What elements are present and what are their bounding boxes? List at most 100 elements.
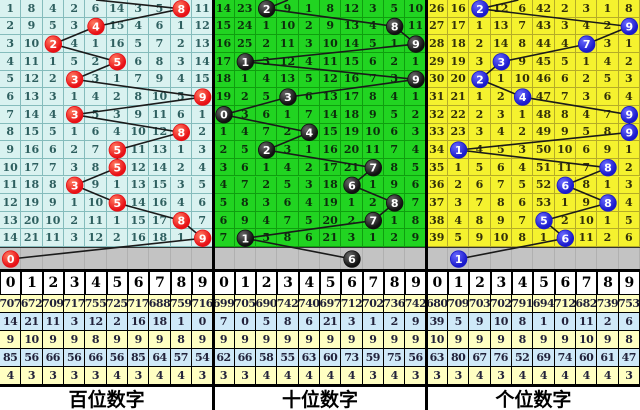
stat-cell: 4: [383, 367, 406, 385]
stat-cell: 759: [170, 295, 192, 313]
grid-cell: 49: [533, 123, 555, 142]
grid-cell: 4: [128, 17, 150, 36]
grid-cell: 9: [554, 123, 576, 142]
grid-cell: 10: [575, 211, 598, 230]
grid-cell: [383, 17, 406, 36]
stat-cell: 688: [149, 295, 171, 313]
grid-cell: 14: [341, 35, 363, 53]
stat-cell: 3: [42, 367, 64, 385]
stat-cell: 74: [554, 349, 576, 367]
grid-cell: 1: [405, 52, 427, 71]
grid-cell: 6: [277, 194, 299, 212]
stat-cell: 702: [490, 295, 512, 313]
grid-cell: 48: [533, 105, 555, 124]
grid-cell: 2: [298, 17, 320, 36]
grid-cell: 4: [597, 52, 619, 71]
grid-cell: 3: [447, 194, 470, 212]
grid-cell: 47: [533, 88, 555, 106]
panel-hundreds: 1 8 4 2 6 14 3 5 11 2 9 5 3 15 4 6 1 12 3 10 4 1 16 5 7 2 13 4 11 1 5 2…: [0, 0, 214, 410]
grid-cell: 2: [170, 158, 192, 177]
stat-cell: 10: [21, 331, 43, 349]
grid-cell: 12: [277, 52, 299, 71]
stat-cell: 742: [277, 295, 299, 313]
stat-cell: 8: [277, 313, 299, 331]
grid-cell: 13: [277, 70, 299, 89]
grid-cell: [106, 194, 128, 212]
grid-cell: 18: [149, 229, 171, 248]
grid-cell: 7: [597, 105, 619, 124]
grid-cell: 11: [554, 158, 576, 177]
grid-cell: 14: [128, 194, 150, 212]
stat-cell: 0: [554, 313, 576, 331]
stat-cell: 9: [533, 331, 555, 349]
stat-cell: 740: [298, 295, 320, 313]
grid-cell: 10: [362, 123, 384, 142]
grid-cell: [597, 194, 619, 212]
grid-cell: 7: [469, 194, 491, 212]
grid-cell: 24: [234, 17, 256, 36]
grid-cell: 9: [597, 141, 619, 159]
grid-cell: 50: [533, 141, 555, 159]
grid-cell: 3: [362, 0, 384, 18]
stat-cell: 9: [405, 331, 427, 349]
grid-cell: 45: [533, 52, 555, 71]
grid-cell: 1: [618, 35, 640, 53]
grid-cell: 32: [426, 105, 448, 124]
grid-cell: 14: [213, 0, 235, 18]
grid-cell: 9: [42, 194, 64, 212]
grid-cell: 17: [149, 211, 171, 230]
stat-cell: 12: [85, 313, 107, 331]
grid-cell: 3: [383, 70, 406, 89]
grid-cell: 8: [469, 211, 491, 230]
header-digit: 9: [405, 271, 427, 295]
stat-cell: 66: [85, 349, 107, 367]
grid-cell: 9: [277, 0, 299, 18]
grid-cell: 8: [618, 0, 640, 18]
grid-cell: 7: [362, 70, 384, 89]
grid-cell: 7: [405, 194, 427, 212]
grid-cell: 3: [618, 70, 640, 89]
grid-cell: 1: [42, 52, 64, 71]
grid-cell: 1: [64, 123, 86, 142]
gray-band-cell: [320, 248, 342, 269]
grid-cell: 9: [405, 229, 427, 248]
grid-cell: 42: [533, 0, 555, 18]
grid-cell: 1: [405, 88, 427, 106]
grid-cell: 1: [469, 17, 491, 36]
grid-cell: 8: [383, 158, 406, 177]
grid-cell: 17: [21, 158, 43, 177]
grid-cell: 6: [170, 105, 192, 124]
gray-band: [213, 247, 427, 271]
grid-cell: [298, 123, 320, 142]
grid-cell: 5: [42, 17, 64, 36]
grid-cell: 2: [192, 123, 214, 142]
grid-cell: [106, 141, 128, 159]
grid-cell: 4: [106, 123, 128, 142]
panel-footer-label: 十位数字: [213, 385, 427, 410]
grid-cell: 14: [0, 229, 22, 248]
grid-cell: 5: [298, 70, 320, 89]
stat-cell: 709: [42, 295, 64, 313]
grid-cell: [447, 141, 470, 159]
gray-band-cell: [171, 248, 192, 269]
grid-cell: 5: [554, 52, 576, 71]
grid-cell: [106, 158, 128, 177]
grid-cell: 10: [490, 229, 512, 248]
grid-cell: 18: [447, 35, 470, 53]
grid-cell: 4: [618, 88, 640, 106]
panel-divider: [211, 0, 215, 410]
stat-cell: 59: [362, 349, 384, 367]
grid-cell: 19: [447, 52, 470, 71]
stat-cell: 2: [106, 313, 128, 331]
stat-cell: 69: [533, 349, 555, 367]
stat-cell: 9: [341, 331, 363, 349]
stat-cell: 717: [128, 295, 150, 313]
grid-cell: 10: [511, 70, 534, 89]
grid-cell: 10: [277, 17, 299, 36]
grid-cell: 5: [298, 211, 320, 230]
grid-cell: 29: [426, 52, 448, 71]
gray-band-cell: [85, 248, 107, 269]
grid-cell: 3: [64, 158, 86, 177]
stat-cell: 703: [469, 295, 491, 313]
grid-cell: 15: [128, 211, 150, 230]
